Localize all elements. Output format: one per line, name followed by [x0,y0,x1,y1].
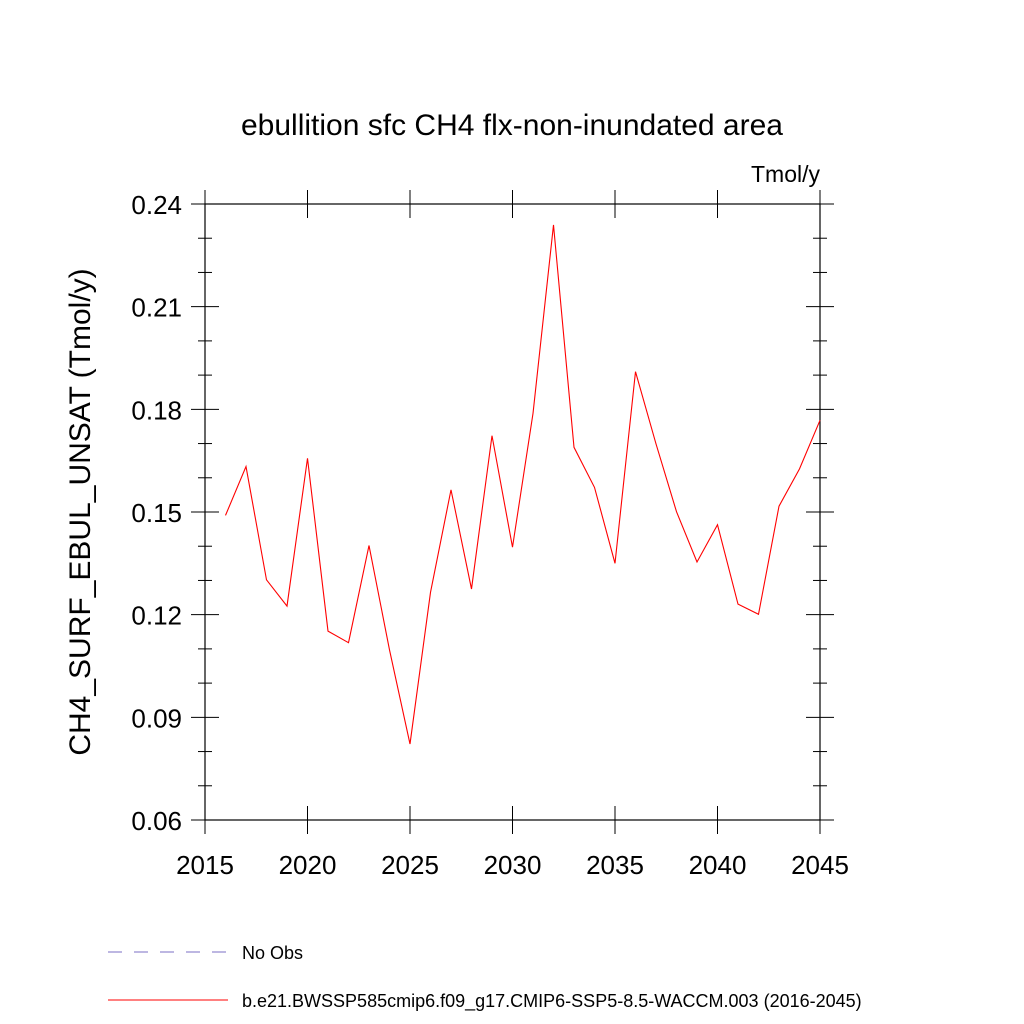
x-tick-label: 2015 [176,850,234,880]
x-tick-label: 2020 [279,850,337,880]
data-point [265,578,268,581]
y-tick-label: 0.24 [131,190,182,220]
y-tick-labels: 0.06 0.09 0.12 0.15 0.18 0.21 0.24 [131,190,182,836]
data-point [655,442,658,445]
x-tick-label: 2040 [689,850,747,880]
y-axis-label: CH4_SURF_EBUL_UNSAT (Tmol/y) [64,268,97,755]
chart-title: ebullition sfc CH4 flx-non-inundated are… [241,109,783,142]
x-tick-label: 2045 [791,850,849,880]
y-tick-label: 0.06 [131,806,182,836]
data-point [388,648,391,651]
data-point [511,546,514,549]
series-line-0 [224,224,821,745]
data-point [634,370,637,373]
data-point [491,434,494,437]
data-point [552,223,555,226]
data-point [675,510,678,513]
data-point [614,562,617,565]
y-tick-label: 0.18 [131,395,182,425]
x-tick-labels: 2015 2020 2025 2030 2035 2040 2045 [176,850,849,880]
data-point [347,641,350,644]
series-layer [224,223,822,746]
y-tick-label: 0.21 [131,293,182,323]
data-point [470,588,473,591]
data-point [532,412,535,415]
data-point [245,465,248,468]
data-point [573,446,576,449]
y-tick-label: 0.15 [131,498,182,528]
data-point [716,523,719,526]
data-point [819,419,822,422]
data-point [368,544,371,547]
data-point [450,488,453,491]
data-point [798,467,801,470]
data-point [409,743,412,746]
y-tick-label: 0.09 [131,703,182,733]
tick-marks [191,190,834,834]
data-point [286,605,289,608]
data-point [737,603,740,606]
x-tick-label: 2035 [586,850,644,880]
data-point [696,560,699,563]
data-point [757,613,760,616]
plot-frame [204,203,821,821]
x-tick-label: 2025 [381,850,439,880]
data-point [778,505,781,508]
y-tick-label: 0.12 [131,601,182,631]
data-point [327,630,330,633]
legend-label: b.e21.BWSSP585cmip6.f09_g17.CMIP6-SSP5-8… [242,991,862,1012]
plot-border [204,203,821,821]
units-label: Tmol/y [751,161,821,187]
data-point [224,514,227,517]
x-tick-label: 2030 [484,850,542,880]
legend: No Obs b.e21.BWSSP585cmip6.f09_g17.CMIP6-… [108,943,862,1012]
legend-label: No Obs [242,943,303,963]
data-point [306,457,309,460]
data-point [593,486,596,489]
data-point [429,591,432,594]
